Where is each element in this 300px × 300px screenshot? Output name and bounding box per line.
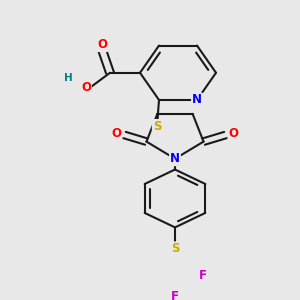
Text: N: N [170, 152, 180, 165]
Text: F: F [199, 269, 207, 282]
Text: O: O [229, 127, 238, 140]
Text: O: O [112, 127, 122, 140]
Text: H: H [64, 73, 72, 83]
Text: N: N [192, 94, 202, 106]
Text: F: F [171, 290, 179, 300]
Text: O: O [97, 38, 107, 51]
Text: S: S [171, 242, 179, 255]
Text: O: O [81, 81, 91, 94]
Text: S: S [153, 120, 161, 133]
